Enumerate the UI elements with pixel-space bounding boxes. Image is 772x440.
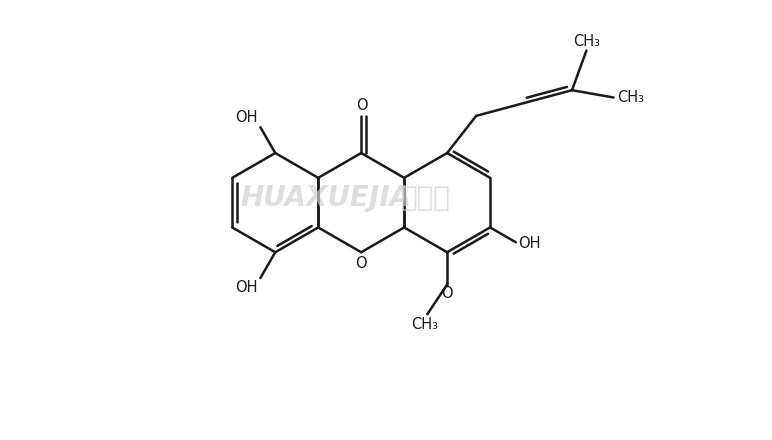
Text: CH₃: CH₃: [573, 33, 600, 48]
Text: 化学加: 化学加: [401, 183, 451, 212]
Text: HUAXUEJIA: HUAXUEJIA: [241, 183, 412, 212]
Text: OH: OH: [235, 110, 258, 125]
Text: CH₃: CH₃: [618, 90, 645, 105]
Text: CH₃: CH₃: [411, 317, 438, 332]
Text: OH: OH: [518, 236, 541, 251]
Text: O: O: [442, 286, 453, 301]
Text: O: O: [355, 256, 367, 271]
Text: OH: OH: [235, 280, 258, 295]
Text: O: O: [357, 98, 368, 113]
